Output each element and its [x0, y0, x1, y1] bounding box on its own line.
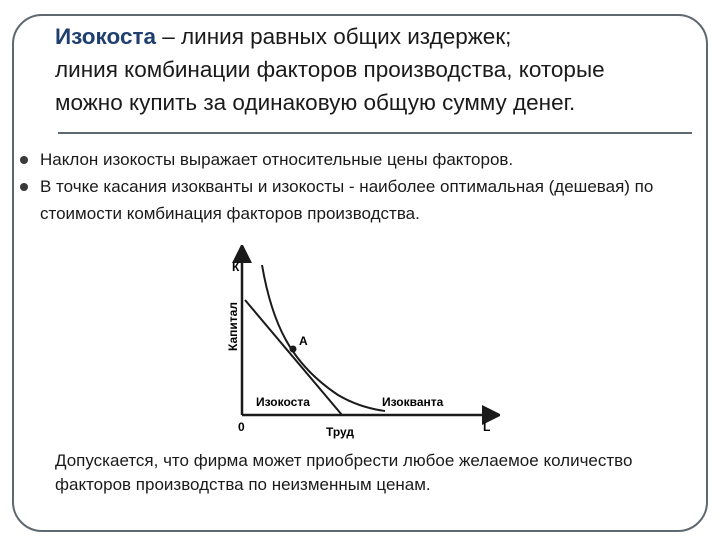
title-line-1: Изокоста – линия равных общих издержек; — [55, 20, 700, 53]
title-definition: – линия равных общих издержек; — [156, 24, 512, 49]
bullet-dot-icon — [20, 183, 28, 191]
isocost-line — [244, 299, 343, 416]
title-divider — [58, 132, 692, 134]
title-line-3: можно купить за одинаковую общую сумму д… — [55, 90, 576, 115]
slide-title: Изокоста – линия равных общих издержек; … — [55, 20, 700, 119]
y-axis-letter: К — [232, 260, 240, 274]
x-axis-letter: L — [483, 420, 490, 434]
x-axis-label: Труд — [326, 425, 354, 439]
assumption-note: Допускается, что фирма может приобрести … — [55, 451, 633, 494]
origin-label: 0 — [238, 420, 245, 434]
bullet-text: Наклон изокосты выражает относительные ц… — [40, 150, 514, 169]
point-label: А — [299, 334, 308, 348]
isoquant-curve — [261, 264, 386, 412]
bullet-text: В точке касания изокванты и изокосты - н… — [40, 177, 654, 223]
slide-frame — [12, 14, 708, 532]
bullet-dot-icon — [20, 156, 28, 164]
bullet-item: В точке касания изокванты и изокосты - н… — [20, 173, 710, 227]
isocost-isoquant-graph: А К Капитал Изокоста Изокванта 0 Труд L — [226, 245, 500, 439]
isoquant-label: Изокванта — [382, 395, 444, 409]
isocost-label: Изокоста — [256, 395, 310, 409]
bullet-list: Наклон изокосты выражает относительные ц… — [20, 146, 710, 227]
bullet-item: Наклон изокосты выражает относительные ц… — [20, 146, 710, 173]
title-line-2: линия комбинации факторов производства, … — [55, 57, 605, 82]
tangency-point — [289, 345, 297, 353]
title-term: Изокоста — [55, 24, 156, 49]
y-axis-label: Капитал — [226, 302, 240, 351]
